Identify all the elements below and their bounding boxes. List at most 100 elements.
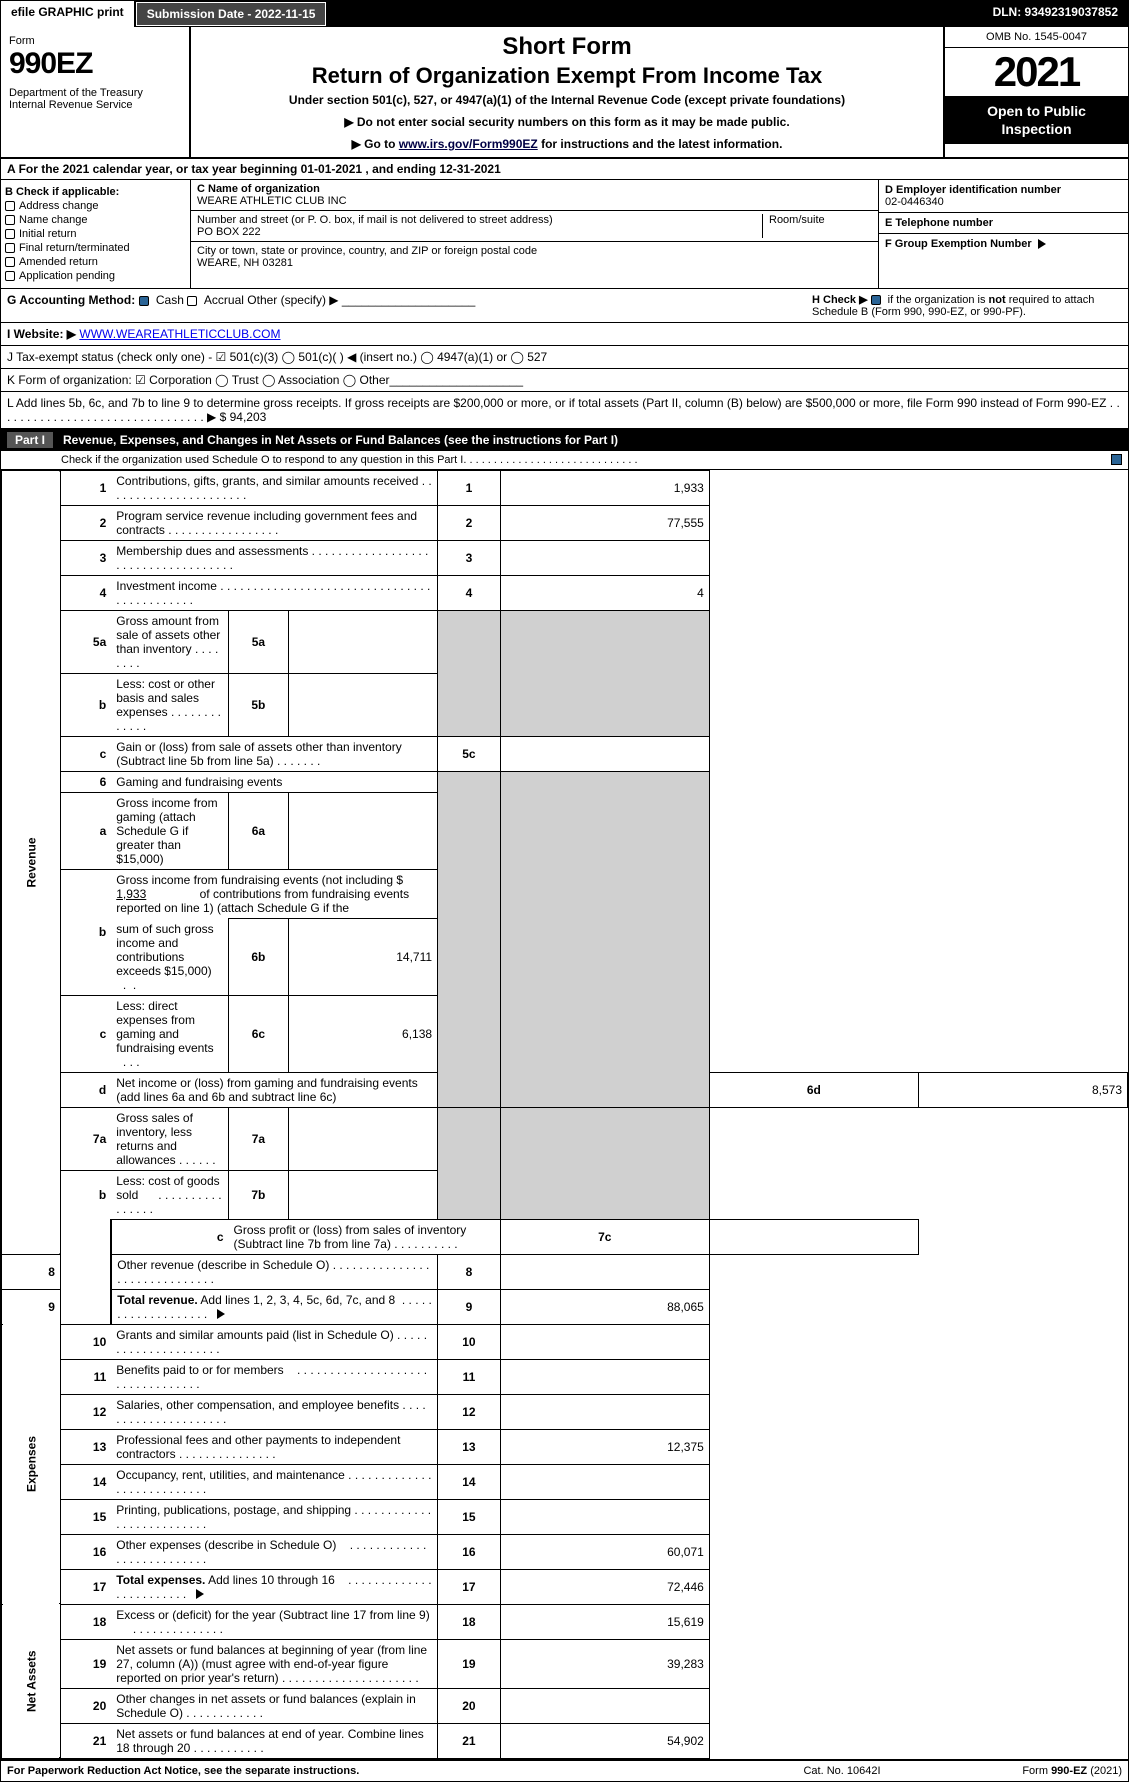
desc-7b-text: Less: cost of goods sold [116,1174,219,1202]
desc-3: Membership dues and assessments . . . . … [111,541,437,576]
i-row: I Website: ▶ WWW.WEAREATHLETICCLUB.COM [1,323,1128,346]
desc-5a-text: Gross amount from sale of assets other t… [116,614,220,656]
ln-21: 21 [60,1723,111,1758]
chk-final: Final return/terminated [5,242,186,254]
desc-18: Excess or (deficit) for the year (Subtra… [111,1604,437,1639]
e-cell: E Telephone number [879,213,1128,234]
d-label: D Employer identification number [885,184,1061,196]
expenses-side-label: Expenses [2,1324,61,1604]
page-footer: For Paperwork Reduction Act Notice, see … [1,1759,1128,1781]
schedule-o-row: Check if the organization used Schedule … [1,451,1128,470]
desc-2: Program service revenue including govern… [111,506,437,541]
desc-7c-text: Gross profit or (loss) from sales of inv… [234,1223,467,1251]
num-18: 18 [438,1604,501,1639]
j-row: J Tax-exempt status (check only one) - ☑… [1,346,1128,369]
checkbox-icon[interactable] [5,243,15,253]
sub-5a: 5a [229,611,289,674]
desc-15-text: Printing, publications, postage, and shi… [116,1503,351,1517]
desc-17: Total expenses. Add lines 10 through 16 … [111,1569,437,1604]
num-5c: 5c [438,737,501,772]
ln-5c: c [60,737,111,772]
form-990ez-page: efile GRAPHIC print Submission Date - 20… [0,0,1129,1782]
ln-11: 11 [60,1359,111,1394]
desc-12: Salaries, other compensation, and employ… [111,1394,437,1429]
checkbox-icon[interactable] [5,229,15,239]
part-i-tag: Part I [7,432,53,448]
desc-1-text: Contributions, gifts, grants, and simila… [116,474,418,488]
num-3: 3 [438,541,501,576]
website-link[interactable]: WWW.WEAREATHLETICCLUB.COM [79,327,280,341]
desc-9: Total revenue. Add lines 1, 2, 3, 4, 5c,… [111,1289,437,1324]
desc-8: Other revenue (describe in Schedule O) .… [111,1254,437,1289]
f-cell: F Group Exemption Number [879,234,1128,254]
row-a: A For the 2021 calendar year, or tax yea… [1,159,1128,180]
l-row: L Add lines 5b, 6c, and 7b to line 9 to … [1,392,1128,429]
ssn-warning: ▶ Do not enter social security numbers o… [197,115,937,129]
desc-16: Other expenses (describe in Schedule O) … [111,1534,437,1569]
sub-6a: 6a [229,793,289,870]
ln-6: 6 [60,772,111,793]
c-city-cell: City or town, state or province, country… [191,242,878,272]
sub-6b: 6b [229,919,289,996]
val-5c [500,737,709,772]
checkbox-h-icon[interactable] [871,295,881,305]
val-16: 60,071 [500,1534,709,1569]
efile-print-label: efile GRAPHIC print [1,1,135,27]
revenue-side-label: Revenue [2,471,61,1255]
desc-18-text: Excess or (deficit) for the year (Subtra… [116,1608,429,1622]
desc-12-text: Salaries, other compensation, and employ… [116,1398,399,1412]
ein-value: 02-0446340 [885,196,944,208]
chk-name: Name change [5,214,186,226]
desc-11: Benefits paid to or for members . . . . … [111,1359,437,1394]
chk-pending: Application pending [5,270,186,282]
num-17: 17 [438,1569,501,1604]
num-4: 4 [438,576,501,611]
subval-6b: 14,711 [288,919,437,996]
ln-14: 14 [60,1464,111,1499]
desc-19-text: Net assets or fund balances at beginning… [116,1643,427,1685]
subval-7a [288,1107,437,1170]
val-14 [500,1464,709,1499]
checkbox-cash-icon[interactable] [139,296,149,306]
irs-link[interactable]: www.irs.gov/Form990EZ [399,137,538,151]
ln-6a: a [60,793,111,870]
arrow-icon [1038,239,1046,249]
h-mid: if the organization is [888,294,989,306]
grey-5 [438,611,501,737]
val-19: 39,283 [500,1639,709,1688]
dln-label: DLN: 93492319037852 [983,1,1128,27]
checkbox-icon[interactable] [5,215,15,225]
chk-final-label: Final return/terminated [19,242,130,254]
num-8: 8 [438,1254,501,1289]
desc-20: Other changes in net assets or fund bala… [111,1688,437,1723]
checkbox-icon[interactable] [5,201,15,211]
desc-7a: Gross sales of inventory, less returns a… [111,1107,228,1170]
desc-6d: Net income or (loss) from gaming and fun… [111,1072,437,1107]
column-b: B Check if applicable: Address change Na… [1,180,191,288]
column-c: C Name of organization WEARE ATHLETIC CL… [191,180,878,288]
g-other: Other (specify) ▶ [247,293,338,307]
num-21: 21 [438,1723,501,1758]
ln-4: 4 [60,576,111,611]
checkbox-icon[interactable] [5,271,15,281]
val-13: 12,375 [500,1429,709,1464]
checkbox-accrual-icon[interactable] [187,296,197,306]
f-label: F Group Exemption Number [885,238,1032,250]
l-text: L Add lines 5b, 6c, and 7b to line 9 to … [7,396,1106,410]
desc-13-text: Professional fees and other payments to … [116,1433,400,1461]
l-value: ▶ $ 94,203 [207,410,266,424]
checkbox-schedule-o-icon[interactable] [1111,454,1122,465]
val-8 [500,1254,709,1289]
arrow-icon [196,1589,204,1599]
num-11: 11 [438,1359,501,1394]
chk-initial: Initial return [5,228,186,240]
tax-year: 2021 [945,48,1128,96]
footer-formno: Form 990-EZ (2021) [942,1765,1122,1777]
desc-8-text: Other revenue (describe in Schedule O) [117,1258,329,1272]
ln-20: 20 [60,1688,111,1723]
efile-topbar: efile GRAPHIC print Submission Date - 20… [1,1,1128,27]
checkbox-icon[interactable] [5,257,15,267]
arrow-icon [217,1309,225,1319]
title-short-form: Short Form [197,33,937,61]
subval-6c: 6,138 [288,995,437,1072]
